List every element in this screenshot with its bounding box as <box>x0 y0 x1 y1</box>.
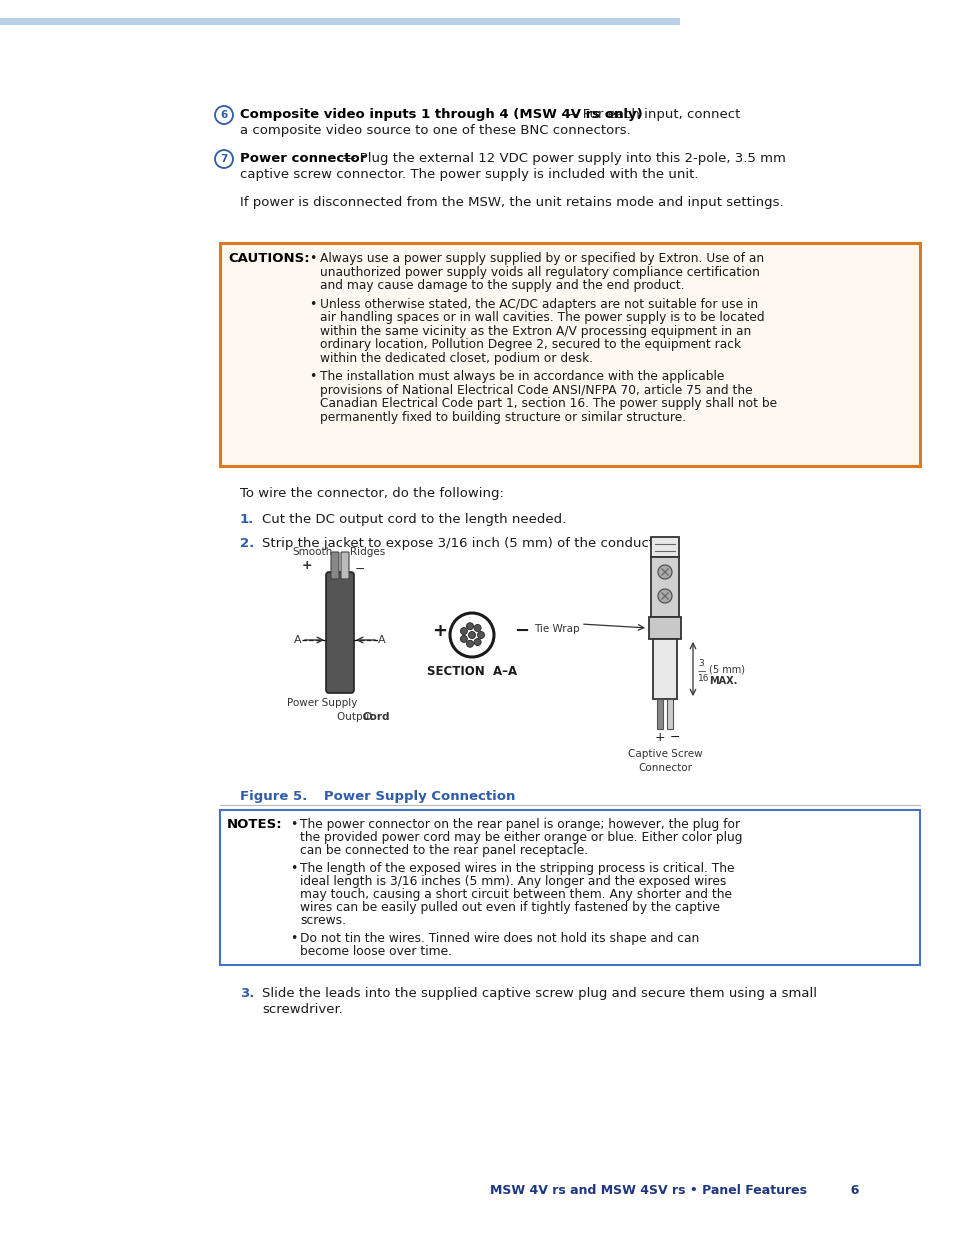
Text: 16: 16 <box>698 674 709 683</box>
Text: Do not tin the wires. Tinned wire does not hold its shape and can: Do not tin the wires. Tinned wire does n… <box>299 931 699 945</box>
Text: may touch, causing a short circuit between them. Any shorter and the: may touch, causing a short circuit betwe… <box>299 888 731 902</box>
Text: −: − <box>669 731 679 743</box>
Text: Unless otherwise stated, the AC/DC adapters are not suitable for use in: Unless otherwise stated, the AC/DC adapt… <box>319 298 758 310</box>
Circle shape <box>460 635 467 642</box>
Text: +: + <box>655 731 665 743</box>
Text: wires can be easily pulled out even if tightly fastened by the captive: wires can be easily pulled out even if t… <box>299 902 720 914</box>
Text: become loose over time.: become loose over time. <box>299 945 452 958</box>
Circle shape <box>468 631 475 638</box>
Text: +: + <box>302 559 313 572</box>
Text: — For each input, connect: — For each input, connect <box>560 107 740 121</box>
Text: Smooth: Smooth <box>292 547 332 557</box>
Circle shape <box>460 627 467 635</box>
Text: A: A <box>377 635 385 645</box>
Text: NOTES:: NOTES: <box>227 818 282 831</box>
Text: 7: 7 <box>220 154 228 164</box>
Text: CAUTIONS:: CAUTIONS: <box>228 252 310 266</box>
Text: ideal length is 3/16 inches (5 mm). Any longer and the exposed wires: ideal length is 3/16 inches (5 mm). Any … <box>299 874 725 888</box>
Text: ordinary location, Pollution Degree 2, secured to the equipment rack: ordinary location, Pollution Degree 2, s… <box>319 338 740 351</box>
Circle shape <box>658 589 671 603</box>
Text: Cord: Cord <box>363 713 390 722</box>
Text: The power connector on the rear panel is orange; however, the plug for: The power connector on the rear panel is… <box>299 818 740 831</box>
Text: MAX.: MAX. <box>708 676 737 685</box>
Text: Cut the DC output cord to the length needed.: Cut the DC output cord to the length nee… <box>262 513 566 526</box>
Text: •: • <box>309 252 316 266</box>
FancyBboxPatch shape <box>340 552 349 579</box>
FancyBboxPatch shape <box>331 552 338 579</box>
Text: and may cause damage to the supply and the end product.: and may cause damage to the supply and t… <box>319 279 684 291</box>
FancyBboxPatch shape <box>652 638 677 699</box>
Text: 1.: 1. <box>240 513 254 526</box>
Circle shape <box>466 622 473 630</box>
FancyBboxPatch shape <box>666 699 672 729</box>
Text: Composite video inputs 1 through 4 (MSW 4V rs only): Composite video inputs 1 through 4 (MSW … <box>240 107 642 121</box>
Text: a composite video source to one of these BNC connectors.: a composite video source to one of these… <box>240 124 630 137</box>
Text: 2.: 2. <box>240 537 254 550</box>
Text: Connector: Connector <box>638 763 691 773</box>
Circle shape <box>658 564 671 579</box>
Text: Power Supply Connection: Power Supply Connection <box>310 790 515 803</box>
Text: Strip the jacket to expose 3/16 inch (5 mm) of the conductors.: Strip the jacket to expose 3/16 inch (5 … <box>262 537 678 550</box>
FancyBboxPatch shape <box>0 19 679 25</box>
Text: (5 mm): (5 mm) <box>708 664 744 674</box>
Text: the provided power cord may be either orange or blue. Either color plug: the provided power cord may be either or… <box>299 831 741 845</box>
Text: Slide the leads into the supplied captive screw plug and secure them using a sma: Slide the leads into the supplied captiv… <box>262 987 816 1000</box>
Text: •: • <box>290 931 297 945</box>
Text: Tie Wrap: Tie Wrap <box>534 624 579 634</box>
Text: Power connector: Power connector <box>240 152 366 165</box>
FancyBboxPatch shape <box>220 810 919 965</box>
Text: screws.: screws. <box>299 914 346 927</box>
Text: If power is disconnected from the MSW, the unit retains mode and input settings.: If power is disconnected from the MSW, t… <box>240 196 782 209</box>
Text: unauthorized power supply voids all regulatory compliance certification: unauthorized power supply voids all regu… <box>319 266 760 279</box>
Text: •: • <box>309 370 316 383</box>
Text: MSW 4V rs and MSW 4SV rs • Panel Features          6: MSW 4V rs and MSW 4SV rs • Panel Feature… <box>490 1184 859 1197</box>
FancyBboxPatch shape <box>650 557 679 618</box>
Text: 3.: 3. <box>240 987 254 1000</box>
Text: screwdriver.: screwdriver. <box>262 1003 342 1016</box>
Text: within the same vicinity as the Extron A/V processing equipment in an: within the same vicinity as the Extron A… <box>319 325 750 337</box>
Text: 6: 6 <box>220 110 228 120</box>
Text: Canadian Electrical Code part 1, section 16. The power supply shall not be: Canadian Electrical Code part 1, section… <box>319 396 777 410</box>
Text: −: − <box>355 563 365 576</box>
Text: SECTION  A–A: SECTION A–A <box>427 664 517 678</box>
FancyBboxPatch shape <box>657 699 662 729</box>
Text: •: • <box>290 862 297 874</box>
Circle shape <box>477 631 484 638</box>
Text: •: • <box>290 818 297 831</box>
Circle shape <box>474 625 480 631</box>
Text: −: − <box>514 622 529 640</box>
Text: —: — <box>698 667 705 676</box>
Text: within the dedicated closet, podium or desk.: within the dedicated closet, podium or d… <box>319 352 593 364</box>
Text: +: + <box>432 622 447 640</box>
FancyBboxPatch shape <box>648 618 680 638</box>
Text: Output: Output <box>336 713 376 722</box>
Text: The installation must always be in accordance with the applicable: The installation must always be in accor… <box>319 370 723 383</box>
Circle shape <box>474 638 480 646</box>
Text: Ridges: Ridges <box>350 547 385 557</box>
Text: captive screw connector. The power supply is included with the unit.: captive screw connector. The power suppl… <box>240 168 698 182</box>
Text: air handling spaces or in wall cavities. The power supply is to be located: air handling spaces or in wall cavities.… <box>319 311 763 324</box>
Text: Always use a power supply supplied by or specified by Extron. Use of an: Always use a power supply supplied by or… <box>319 252 763 266</box>
Text: A: A <box>294 635 301 645</box>
Circle shape <box>466 640 473 647</box>
FancyBboxPatch shape <box>650 537 679 557</box>
Text: Power Supply: Power Supply <box>287 698 356 708</box>
Text: To wire the connector, do the following:: To wire the connector, do the following: <box>240 487 503 500</box>
Text: permanently fixed to building structure or similar structure.: permanently fixed to building structure … <box>319 410 685 424</box>
Text: can be connected to the rear panel receptacle.: can be connected to the rear panel recep… <box>299 845 587 857</box>
FancyBboxPatch shape <box>220 243 919 466</box>
FancyBboxPatch shape <box>326 572 354 693</box>
Text: Captive Screw: Captive Screw <box>627 748 701 760</box>
Text: •: • <box>309 298 316 310</box>
Text: Figure 5.: Figure 5. <box>240 790 307 803</box>
Text: The length of the exposed wires in the stripping process is critical. The: The length of the exposed wires in the s… <box>299 862 734 874</box>
Text: provisions of National Electrical Code ANSI/NFPA 70, article 75 and the: provisions of National Electrical Code A… <box>319 384 752 396</box>
Text: 3: 3 <box>698 659 703 668</box>
Text: — Plug the external 12 VDC power supply into this 2-pole, 3.5 mm: — Plug the external 12 VDC power supply … <box>337 152 785 165</box>
